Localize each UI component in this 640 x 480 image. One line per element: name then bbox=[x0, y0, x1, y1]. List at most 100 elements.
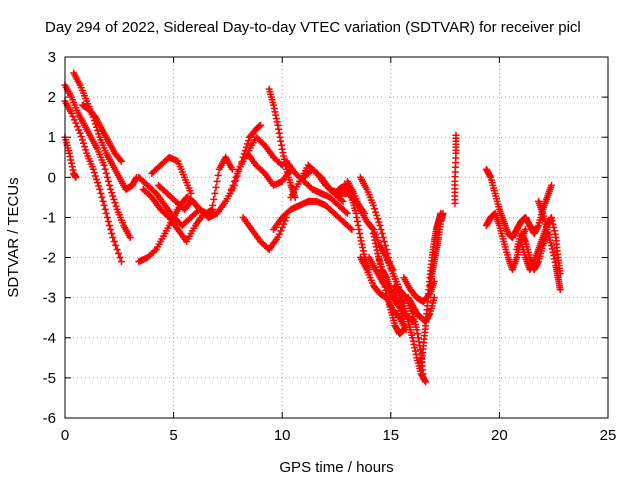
data-point bbox=[343, 209, 351, 217]
data-point bbox=[451, 199, 459, 207]
data-point bbox=[430, 294, 438, 302]
data-point bbox=[94, 179, 102, 187]
data-point bbox=[110, 238, 118, 246]
data-point bbox=[346, 224, 354, 232]
x-tick-label: 25 bbox=[600, 427, 617, 444]
data-point bbox=[342, 208, 350, 216]
data-point bbox=[90, 169, 98, 177]
data-point bbox=[381, 242, 389, 250]
data-point bbox=[348, 225, 356, 233]
data-point bbox=[76, 129, 84, 137]
data-point bbox=[338, 196, 346, 204]
data-point bbox=[245, 137, 253, 145]
data-point bbox=[368, 224, 376, 232]
data-point bbox=[101, 205, 109, 213]
data-point bbox=[104, 217, 112, 225]
data-point bbox=[375, 218, 383, 226]
y-tick-label: -5 bbox=[43, 370, 56, 387]
data-point bbox=[212, 183, 220, 191]
x-tick-label: 0 bbox=[61, 427, 69, 444]
data-point bbox=[380, 238, 388, 246]
data-point bbox=[230, 177, 238, 185]
data-point bbox=[103, 213, 111, 221]
data-point bbox=[100, 201, 108, 209]
data-point bbox=[113, 246, 121, 254]
data-point bbox=[275, 230, 283, 238]
data-point bbox=[96, 185, 104, 193]
data-point bbox=[111, 199, 119, 207]
y-tick-label: -6 bbox=[43, 410, 56, 427]
data-point bbox=[79, 139, 87, 147]
data-point bbox=[92, 175, 100, 183]
data-point bbox=[151, 247, 159, 255]
data-point bbox=[377, 225, 385, 233]
data-point bbox=[98, 193, 106, 201]
data-point bbox=[116, 254, 124, 262]
y-tick-label: 2 bbox=[48, 89, 56, 106]
y-tick-label: -4 bbox=[43, 330, 56, 347]
data-point bbox=[369, 201, 377, 209]
data-point bbox=[116, 156, 124, 164]
data-point bbox=[99, 197, 107, 205]
data-point bbox=[110, 195, 118, 203]
data-point bbox=[115, 250, 123, 258]
data-point bbox=[214, 171, 222, 179]
data-point bbox=[226, 189, 234, 197]
x-tick-label: 10 bbox=[274, 427, 291, 444]
data-point bbox=[187, 197, 195, 205]
data-point bbox=[89, 165, 97, 173]
data-point bbox=[543, 229, 551, 237]
data-point bbox=[91, 172, 99, 180]
data-point bbox=[548, 181, 556, 189]
data-point bbox=[209, 201, 217, 209]
data-point bbox=[109, 234, 117, 241]
data-point bbox=[556, 286, 564, 294]
data-point bbox=[109, 192, 117, 200]
data-point bbox=[339, 197, 347, 205]
data-point bbox=[95, 182, 103, 190]
data-point bbox=[233, 169, 241, 177]
data-point bbox=[186, 199, 194, 207]
data-point bbox=[277, 160, 285, 168]
data-point bbox=[126, 234, 134, 241]
x-tick-label: 20 bbox=[491, 427, 508, 444]
y-tick-label: -3 bbox=[43, 290, 56, 307]
data-point bbox=[278, 223, 286, 231]
data-point bbox=[232, 173, 240, 181]
x-tick-label: 5 bbox=[169, 427, 177, 444]
data-point bbox=[384, 250, 392, 258]
data-point bbox=[101, 165, 109, 173]
y-tick-label: -1 bbox=[43, 209, 56, 226]
data-point bbox=[228, 165, 236, 173]
data-point bbox=[117, 258, 125, 266]
data-point bbox=[72, 119, 80, 127]
y-tick-label: 1 bbox=[48, 129, 56, 146]
data-point bbox=[210, 195, 218, 203]
data-point bbox=[78, 136, 86, 144]
data-point bbox=[77, 133, 85, 141]
data-point bbox=[521, 225, 529, 233]
x-tick-label: 15 bbox=[382, 427, 399, 444]
data-point bbox=[243, 140, 251, 148]
data-point bbox=[187, 189, 195, 197]
data-point bbox=[229, 181, 237, 189]
grid bbox=[65, 57, 608, 418]
chart-title: Day 294 of 2022, Sidereal Day-to-day VTE… bbox=[45, 19, 581, 36]
data-point bbox=[97, 189, 105, 197]
data-point bbox=[274, 234, 282, 241]
data-point bbox=[68, 109, 76, 117]
x-axis-label: GPS time / hours bbox=[279, 459, 393, 476]
data-point bbox=[75, 126, 83, 134]
data-point bbox=[211, 189, 219, 197]
data-point bbox=[108, 189, 116, 197]
data-point bbox=[376, 221, 384, 229]
data-point bbox=[106, 181, 114, 189]
data-point bbox=[72, 173, 80, 181]
data-point bbox=[103, 173, 111, 181]
y-tick-label: 3 bbox=[48, 49, 56, 66]
data-point bbox=[373, 211, 381, 219]
data-point bbox=[69, 112, 77, 120]
data-point bbox=[106, 221, 114, 229]
